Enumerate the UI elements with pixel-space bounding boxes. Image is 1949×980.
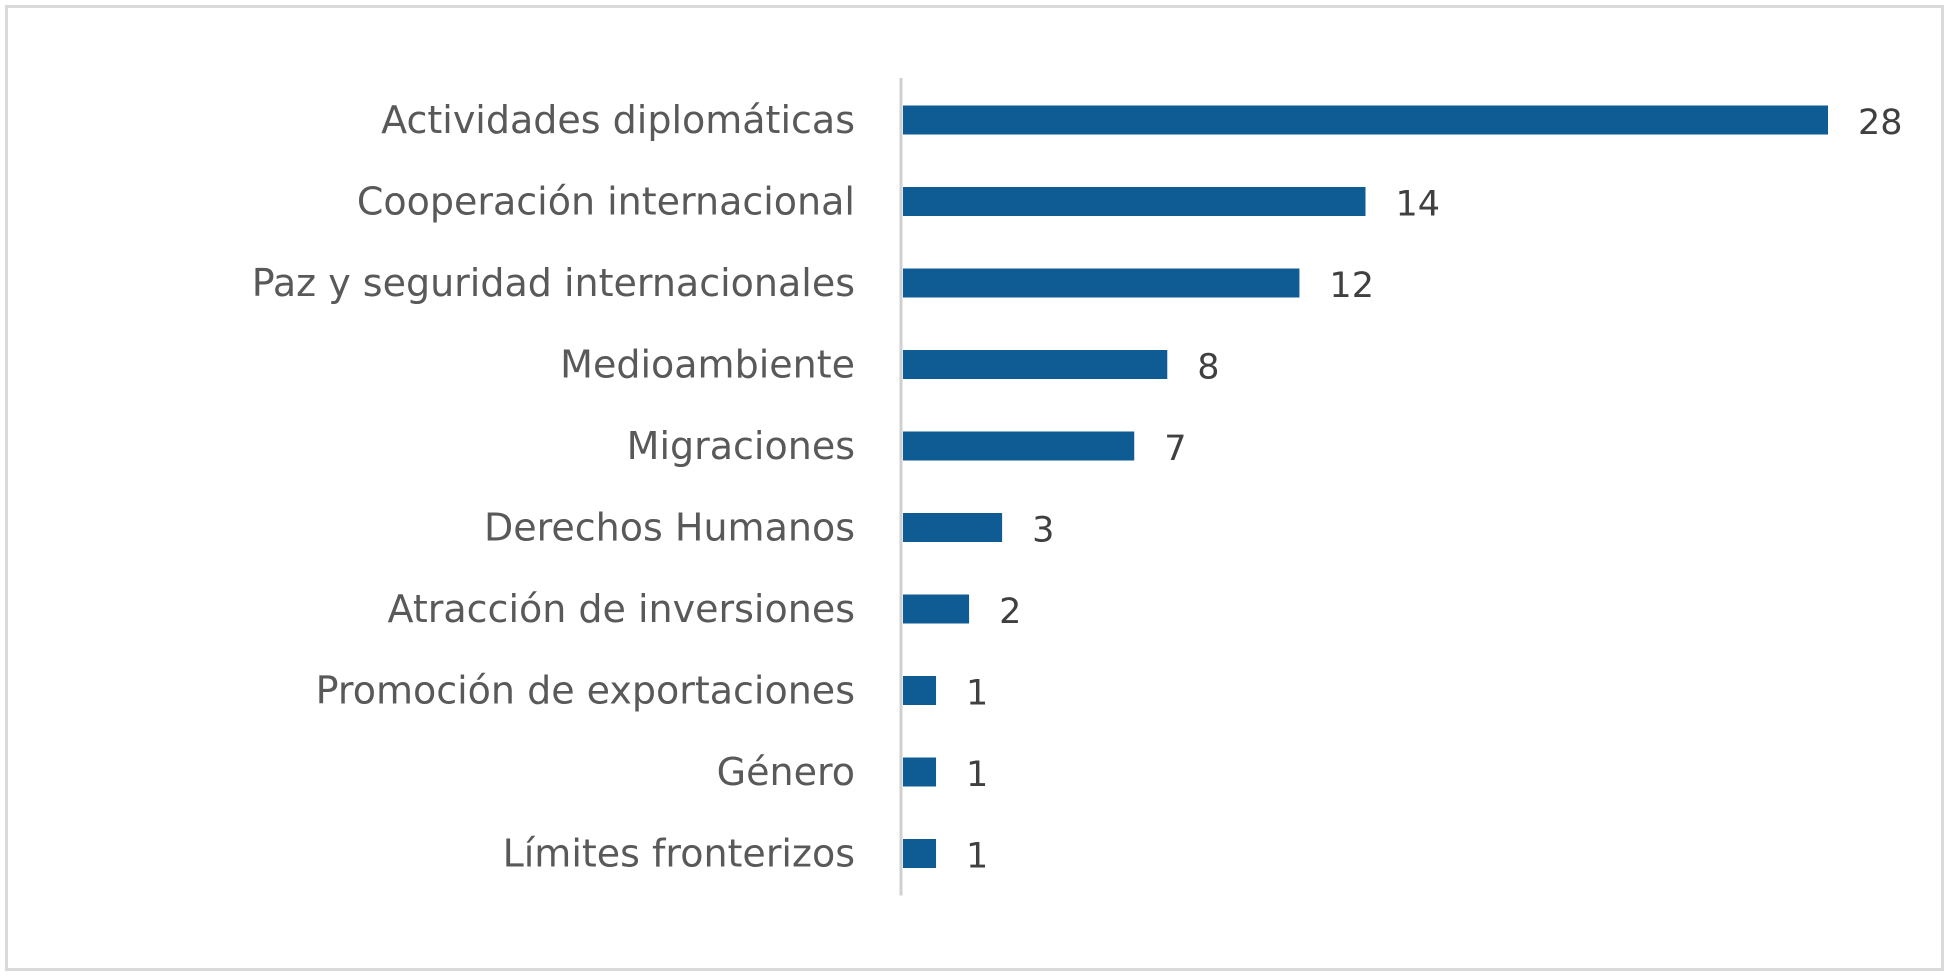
bar-chart: Actividades diplomáticas Cooperación inte… [252, 78, 1903, 896]
bar [903, 431, 1135, 461]
bar [903, 350, 1168, 379]
data-label: 12 [1329, 266, 1374, 306]
data-label: 3 [1032, 511, 1054, 551]
data-label: 14 [1396, 185, 1441, 225]
bar [903, 105, 1828, 135]
category-label: Paz y seguridad internacionales [252, 261, 855, 305]
bar [903, 676, 937, 705]
category-label: Medioambiente [560, 343, 855, 387]
category-label: Género [717, 750, 855, 794]
category-labels: Actividades diplomáticas Cooperación inte… [252, 98, 855, 876]
category-label: Migraciones [627, 424, 855, 468]
bar [903, 187, 1366, 216]
bar [903, 594, 970, 624]
category-label: Derechos Humanos [484, 506, 855, 550]
bars [903, 105, 1828, 868]
data-label: 1 [966, 674, 988, 714]
bar [903, 839, 937, 868]
bar [903, 268, 1300, 298]
category-label: Atracción de inversiones [388, 587, 855, 631]
data-label: 28 [1858, 103, 1903, 143]
bar [903, 513, 1003, 542]
data-label: 7 [1164, 429, 1186, 469]
data-label: 8 [1197, 348, 1219, 388]
bar [903, 757, 937, 787]
data-label: 2 [999, 592, 1021, 632]
category-label: Límites fronterizos [503, 832, 855, 876]
category-label: Promoción de exportaciones [316, 669, 855, 713]
data-label: 1 [966, 755, 988, 795]
data-labels: 28 14 12 8 7 3 2 1 1 1 [966, 103, 1903, 877]
data-label: 1 [966, 837, 988, 877]
chart-frame: Actividades diplomáticas Cooperación inte… [5, 5, 1944, 971]
category-label: Cooperación internacional [357, 180, 855, 224]
category-label: Actividades diplomáticas [381, 98, 855, 142]
